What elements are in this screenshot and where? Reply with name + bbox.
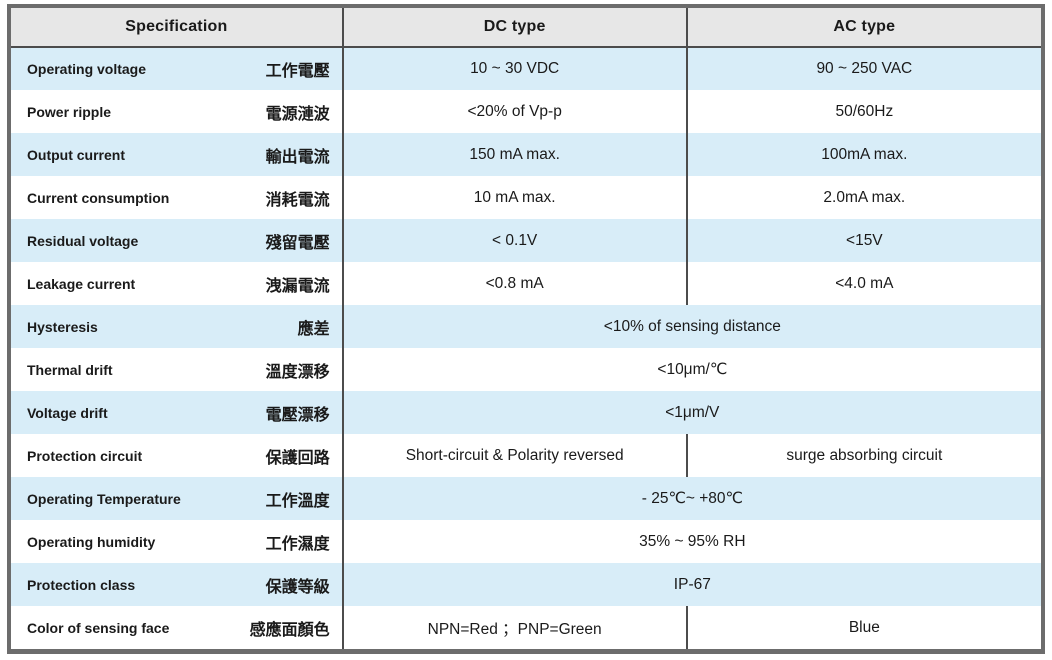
- spec-label-en: Current consumption: [27, 189, 170, 206]
- spec-label-en: Power ripple: [27, 103, 112, 120]
- spec-label-zh: 電壓漂移: [265, 406, 330, 424]
- value-cell-dc: 10 mA max.: [341, 176, 687, 219]
- spec-label-zh: 保護等級: [265, 578, 330, 596]
- spec-label-zh: 消耗電流: [265, 191, 330, 209]
- spec-cell: Power ripple 電源漣波: [11, 90, 343, 133]
- value-cell-span: 35% ~ 95% RH: [341, 520, 1041, 563]
- spec-cell-content: Power ripple 電源漣波: [27, 100, 330, 124]
- spec-label-zh: 溫度漂移: [265, 363, 330, 381]
- value-cell-dc: NPN=Red ；PNP=Green: [341, 606, 687, 649]
- spec-label-en: Leakage current: [27, 275, 136, 292]
- value-cell-span: - 25℃~ +80℃: [341, 477, 1041, 520]
- spec-cell: Residual voltage 殘留電壓: [11, 219, 343, 262]
- value-cell-ac: 100mA max.: [685, 133, 1041, 176]
- spec-label-zh: 工作溫度: [265, 492, 330, 510]
- spec-label-zh: 感應面顏色: [249, 621, 330, 639]
- value-cell-ac: surge absorbing circuit: [685, 434, 1041, 477]
- table-row: Voltage drift 電壓漂移 <1μm/V: [11, 391, 1041, 434]
- spec-cell: Leakage current 洩漏電流: [11, 262, 343, 305]
- spec-cell-content: Color of sensing face 感應面顏色: [27, 616, 330, 640]
- spec-label-en: Residual voltage: [27, 232, 139, 249]
- table-row: Operating voltage 工作電壓 10 ~ 30 VDC 90 ~ 250…: [11, 47, 1041, 90]
- table-row: Residual voltage 殘留電壓 < 0.1V <15V: [11, 219, 1041, 262]
- spec-label-en: Protection circuit: [27, 447, 143, 464]
- spec-label-zh: 洩漏電流: [265, 277, 330, 295]
- spec-cell-content: Operating voltage 工作電壓: [27, 57, 330, 81]
- spec-cell: Hysteresis 應差: [11, 305, 343, 348]
- value-cell-span: <10μm/℃: [341, 348, 1041, 391]
- spec-label-zh: 電源漣波: [265, 105, 330, 123]
- value-cell-ac: <15V: [685, 219, 1041, 262]
- spec-cell: Operating voltage 工作電壓: [11, 47, 343, 90]
- spec-table-frame: Specification DC type AC type Operating …: [7, 4, 1045, 654]
- value-cell-span: IP-67: [341, 563, 1041, 606]
- table-row: Output current 輸出電流 150 mA max. 100mA max.: [11, 133, 1041, 176]
- spec-cell-content: Operating Temperature 工作溫度: [27, 487, 330, 511]
- spec-label-zh: 輸出電流: [265, 148, 330, 166]
- table-row: Color of sensing face 感應面顏色 NPN=Red ；PNP=G…: [11, 606, 1041, 649]
- spec-label-en: Output current: [27, 146, 125, 163]
- spec-cell-content: Output current 輸出電流: [27, 143, 330, 167]
- table-row: Power ripple 電源漣波 <20% of Vp-p 50/60Hz: [11, 90, 1041, 133]
- table-body: Operating voltage 工作電壓 10 ~ 30 VDC 90 ~ 250…: [11, 47, 1041, 649]
- spec-label-en: Voltage drift: [27, 404, 108, 421]
- col-header-dc-type: DC type: [341, 8, 687, 48]
- value-cell-dc: <0.8 mA: [341, 262, 687, 305]
- spec-cell: Voltage drift 電壓漂移: [11, 391, 343, 434]
- table-row: Current consumption 消耗電流 10 mA max. 2.0mA m…: [11, 176, 1041, 219]
- col-header-ac-type: AC type: [685, 8, 1041, 48]
- spec-cell-content: Residual voltage 殘留電壓: [27, 229, 330, 253]
- value-cell-dc: 10 ~ 30 VDC: [341, 47, 687, 90]
- spec-label-en: Thermal drift: [27, 361, 113, 378]
- spec-cell-content: Leakage current 洩漏電流: [27, 272, 330, 296]
- spec-cell: Protection class 保護等級: [11, 563, 343, 606]
- spec-cell-content: Hysteresis 應差: [27, 315, 330, 339]
- value-cell-ac: 2.0mA max.: [685, 176, 1041, 219]
- table-header-row: Specification DC type AC type: [11, 8, 1041, 48]
- table-row: Leakage current 洩漏電流 <0.8 mA <4.0 mA: [11, 262, 1041, 305]
- spec-cell-content: Protection circuit 保護回路: [27, 444, 330, 468]
- spec-cell-content: Voltage drift 電壓漂移: [27, 401, 330, 425]
- spec-label-en: Color of sensing face: [27, 619, 170, 636]
- value-cell-dc: 150 mA max.: [341, 133, 687, 176]
- value-cell-span: <10% of sensing distance: [341, 305, 1041, 348]
- table-row: Protection class 保護等級 IP-67: [11, 563, 1041, 606]
- spec-cell-content: Protection class 保護等級: [27, 573, 330, 597]
- value-cell-ac: <4.0 mA: [685, 262, 1041, 305]
- spec-cell: Current consumption 消耗電流: [11, 176, 343, 219]
- value-cell-dc: <20% of Vp-p: [341, 90, 687, 133]
- table-row: Thermal drift 溫度漂移 <10μm/℃: [11, 348, 1041, 391]
- spec-label-zh: 工作濕度: [265, 535, 330, 553]
- spec-cell: Operating Temperature 工作溫度: [11, 477, 343, 520]
- spec-label-en: Operating voltage: [27, 61, 147, 77]
- value-cell-ac: 50/60Hz: [685, 90, 1041, 133]
- col-header-specification: Specification: [11, 8, 343, 48]
- spec-label-zh: 應差: [297, 320, 330, 338]
- spec-cell-content: Current consumption 消耗電流: [27, 186, 330, 210]
- spec-label-en: Operating Temperature: [27, 490, 181, 507]
- value-cell-dc: < 0.1V: [341, 219, 687, 262]
- table-row: Hysteresis 應差 <10% of sensing distance: [11, 305, 1041, 348]
- spec-label-zh: 殘留電壓: [265, 234, 330, 252]
- spec-label-en: Operating humidity: [27, 533, 156, 550]
- table-row: Operating Temperature 工作溫度 - 25℃~ +80℃: [11, 477, 1041, 520]
- spec-cell: Operating humidity 工作濕度: [11, 520, 343, 563]
- value-cell-dc: Short-circuit & Polarity reversed: [341, 434, 687, 477]
- spec-cell: Thermal drift 溫度漂移: [11, 348, 343, 391]
- spec-label-zh: 工作電壓: [265, 63, 330, 80]
- spec-cell: Color of sensing face 感應面顏色: [11, 606, 343, 649]
- spec-cell-content: Thermal drift 溫度漂移: [27, 358, 330, 382]
- spec-cell: Protection circuit 保護回路: [11, 434, 343, 477]
- value-cell-span: <1μm/V: [341, 391, 1041, 434]
- value-cell-ac: Blue: [685, 606, 1041, 649]
- table-row: Protection circuit 保護回路 Short-circuit & Po…: [11, 434, 1041, 477]
- spec-cell-content: Operating humidity 工作濕度: [27, 530, 330, 554]
- specification-table: Specification DC type AC type Operating …: [11, 8, 1041, 649]
- value-cell-ac: 90 ~ 250 VAC: [685, 47, 1041, 90]
- spec-cell: Output current 輸出電流: [11, 133, 343, 176]
- spec-label-en: Protection class: [27, 576, 136, 593]
- spec-label-en: Hysteresis: [27, 318, 98, 335]
- table-row: Operating humidity 工作濕度 35% ~ 95% RH: [11, 520, 1041, 563]
- spec-label-zh: 保護回路: [265, 449, 330, 467]
